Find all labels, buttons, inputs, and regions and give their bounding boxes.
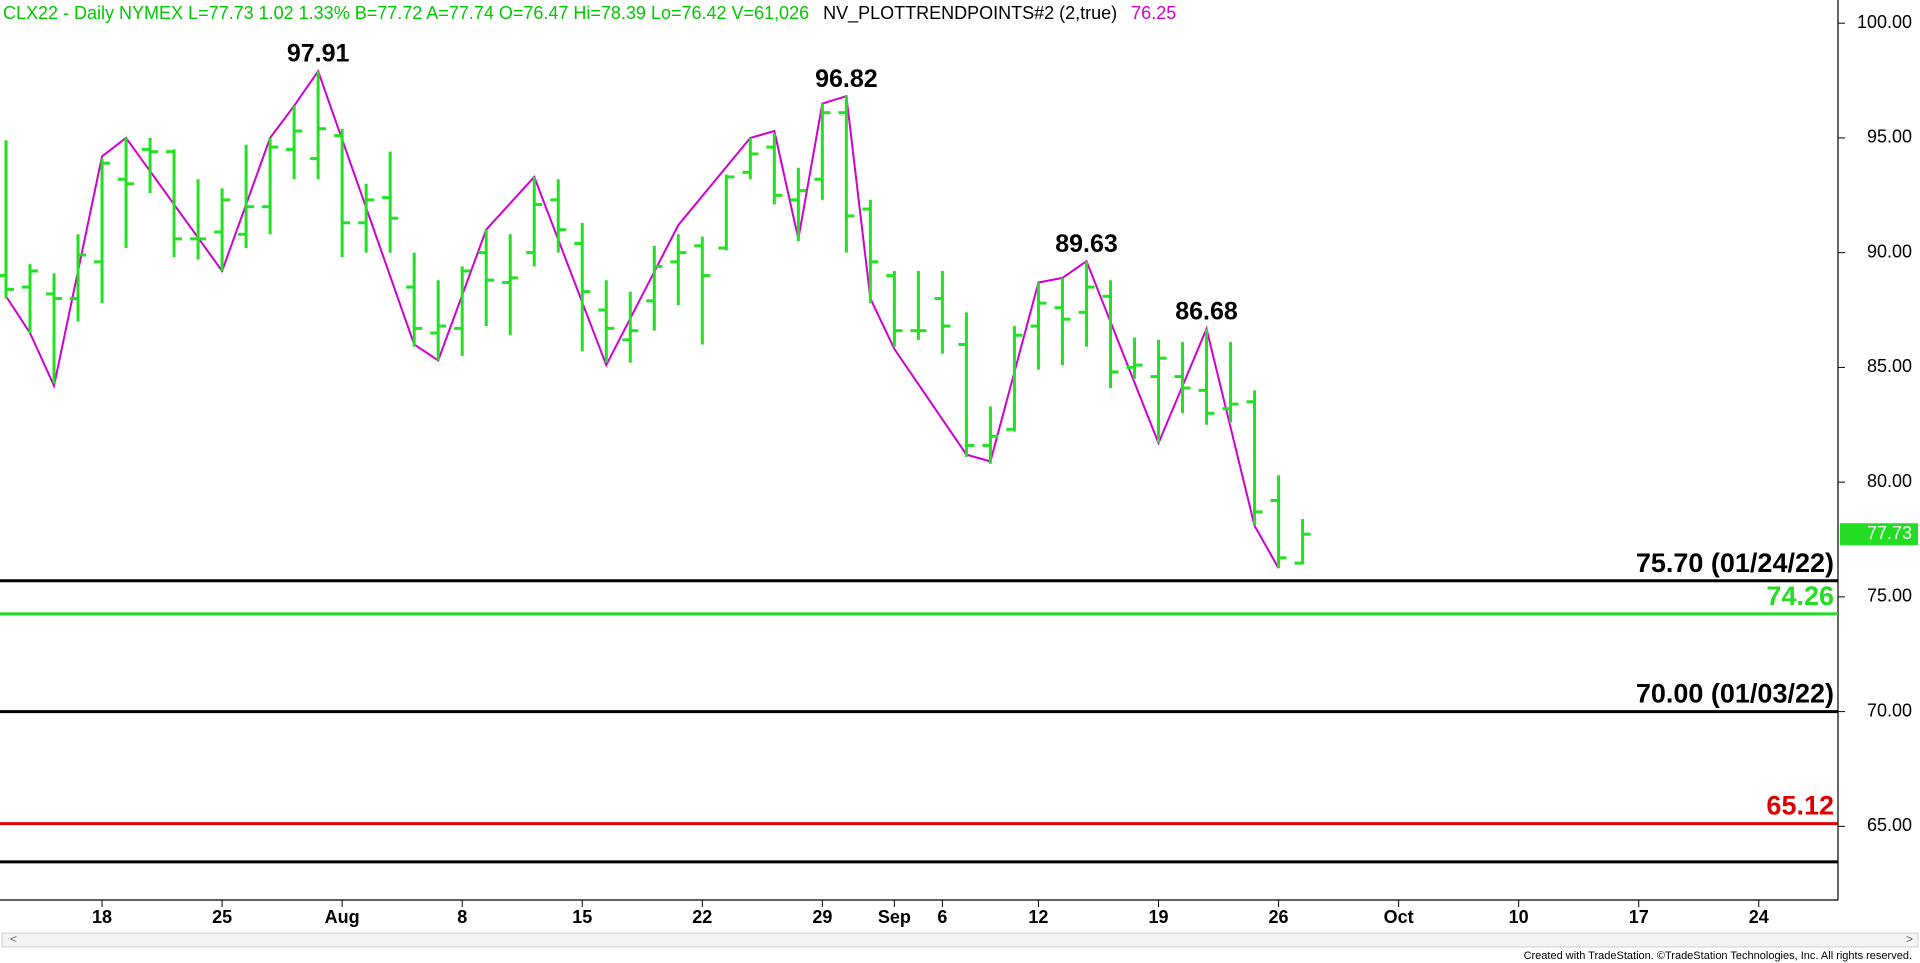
level-label: 70.00 (01/03/22) bbox=[1636, 679, 1834, 709]
x-tick-label: 12 bbox=[1028, 907, 1048, 927]
x-tick-label: 25 bbox=[212, 907, 232, 927]
y-tick-label: 90.00 bbox=[1867, 241, 1912, 261]
scroll-left[interactable]: < bbox=[10, 932, 17, 946]
y-tick-label: 95.00 bbox=[1867, 127, 1912, 147]
y-tick-label: 80.00 bbox=[1867, 471, 1912, 491]
footer: Created with TradeStation. ©TradeStation… bbox=[1524, 950, 1912, 962]
level-label: 65.12 bbox=[1766, 791, 1834, 821]
y-tick-label: 100.00 bbox=[1857, 12, 1912, 32]
x-tick-label: 24 bbox=[1749, 907, 1769, 927]
x-tick-label: 6 bbox=[937, 907, 947, 927]
swing-label: 97.91 bbox=[287, 40, 350, 68]
scrollbar[interactable] bbox=[1, 932, 1919, 948]
level-label: 74.26 bbox=[1766, 581, 1834, 611]
x-tick-label: 18 bbox=[92, 907, 112, 927]
level-label: 75.70 (01/24/22) bbox=[1636, 548, 1834, 578]
x-tick-label: Aug bbox=[325, 907, 360, 927]
x-tick-label: Oct bbox=[1384, 907, 1414, 927]
x-tick-label: 29 bbox=[812, 907, 832, 927]
header-segment: NV_PLOTTRENDPOINTS#2 (2,true) bbox=[823, 3, 1117, 24]
y-tick-label: 85.00 bbox=[1867, 356, 1912, 376]
swing-label: 89.63 bbox=[1055, 230, 1118, 258]
last-price-tag bbox=[1840, 523, 1918, 546]
x-tick-label: 19 bbox=[1148, 907, 1168, 927]
plot: CLX22 - Daily NYMEX L=77.73 1.02 1.33% B… bbox=[0, 3, 1918, 927]
x-tick-label: 22 bbox=[692, 907, 712, 927]
y-tick-label: 70.00 bbox=[1867, 700, 1912, 720]
x-tick-label: 15 bbox=[572, 907, 592, 927]
x-tick-label: 8 bbox=[457, 907, 467, 927]
x-tick-label: 26 bbox=[1269, 907, 1289, 927]
swing-label: 86.68 bbox=[1175, 297, 1238, 325]
y-tick-label: 75.00 bbox=[1867, 586, 1912, 606]
header-segment: 76.25 bbox=[1131, 3, 1176, 23]
header-segment: CLX22 - Daily NYMEX L=77.73 1.02 1.33% B… bbox=[3, 3, 809, 23]
x-tick-label: 17 bbox=[1629, 907, 1649, 927]
last-price-label: 77.73 bbox=[1867, 523, 1912, 543]
x-tick-label: 10 bbox=[1509, 907, 1529, 927]
x-tick-label: Sep bbox=[878, 907, 911, 927]
scroll-right[interactable]: > bbox=[1906, 932, 1913, 946]
y-tick-label: 65.00 bbox=[1867, 815, 1912, 835]
header: CLX22 - Daily NYMEX L=77.73 1.02 1.33% B… bbox=[3, 3, 1176, 24]
swing-label: 96.82 bbox=[815, 65, 878, 93]
